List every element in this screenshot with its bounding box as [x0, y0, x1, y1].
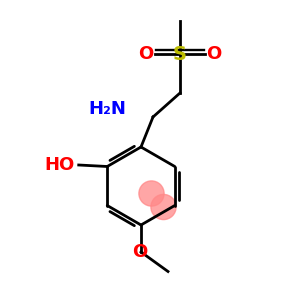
Text: H₂N: H₂N: [88, 100, 126, 118]
Circle shape: [151, 194, 176, 220]
Circle shape: [139, 181, 164, 206]
Text: HO: HO: [44, 156, 74, 174]
Text: O: O: [139, 45, 154, 63]
Text: O: O: [132, 243, 147, 261]
Text: O: O: [206, 45, 221, 63]
Text: S: S: [173, 44, 187, 64]
